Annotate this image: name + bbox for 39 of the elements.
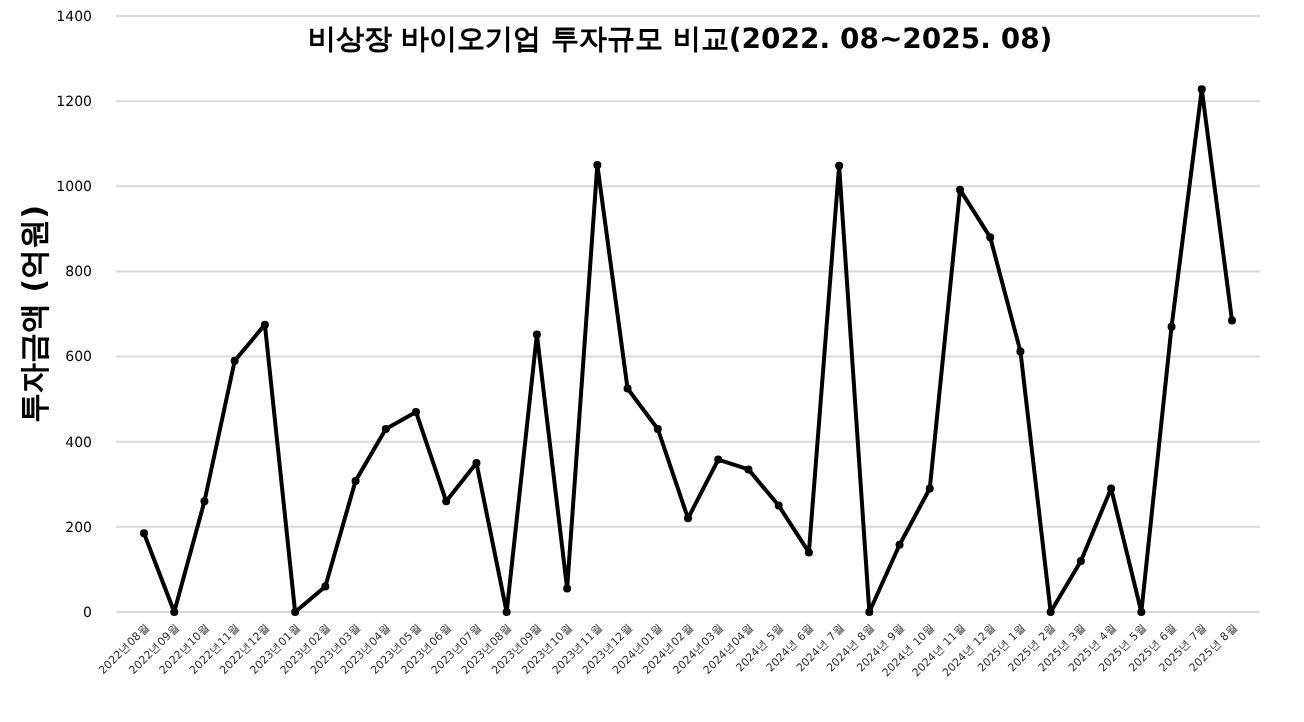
- point: [835, 161, 844, 170]
- point: [956, 185, 964, 194]
- point: [502, 608, 511, 616]
- point: [170, 608, 179, 616]
- point: [291, 608, 300, 616]
- point: [1046, 608, 1055, 616]
- point: [895, 540, 904, 549]
- point: [1016, 347, 1025, 356]
- point: [653, 424, 662, 433]
- point: [1137, 608, 1146, 616]
- point: [925, 484, 934, 493]
- point: [321, 582, 330, 591]
- chart-title: 비상장 바이오기업 투자규모 비교(2022. 08~2025. 08): [307, 24, 1053, 56]
- point: [1197, 85, 1206, 94]
- point: [744, 465, 753, 474]
- point: [774, 501, 783, 510]
- point: [200, 497, 209, 506]
- point: [593, 161, 602, 169]
- point: [472, 459, 481, 467]
- point: [532, 330, 541, 339]
- point: [1228, 316, 1236, 325]
- point: [986, 233, 995, 242]
- point: [351, 476, 360, 485]
- point: [865, 608, 874, 616]
- point: [230, 356, 239, 365]
- point: [140, 529, 148, 538]
- y-axis-title: 투자금액 (억원): [16, 205, 52, 423]
- point: [684, 514, 692, 523]
- point: [714, 455, 723, 464]
- point: [623, 384, 632, 393]
- point: [1167, 322, 1176, 331]
- point: [442, 497, 451, 506]
- point: [412, 407, 420, 416]
- point: [563, 584, 572, 593]
- point: [804, 548, 813, 557]
- point: [260, 320, 269, 329]
- point: [1076, 556, 1085, 565]
- point: [381, 424, 390, 433]
- point: [1107, 484, 1116, 493]
